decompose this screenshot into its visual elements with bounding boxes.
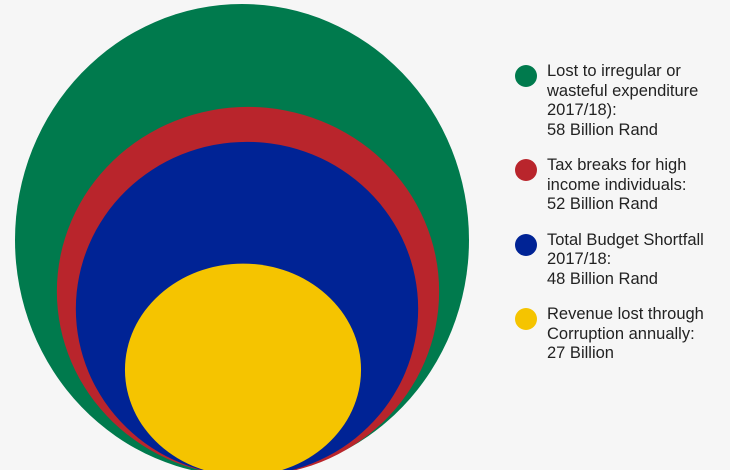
legend-label-line: wasteful expenditure bbox=[547, 81, 699, 100]
legend-label-line: Tax breaks for high bbox=[547, 156, 687, 174]
nested-bubble-chart bbox=[15, 4, 469, 470]
legend-item: Lost to irregular or wasteful expenditure… bbox=[515, 62, 727, 140]
legend-swatch bbox=[515, 308, 537, 330]
legend-label: Lost to irregular or wasteful expenditure… bbox=[547, 62, 727, 140]
legend-label: Revenue lost through Corruption annually:… bbox=[547, 305, 727, 364]
legend-label-line: Total Budget Shortfall bbox=[547, 230, 704, 249]
legend-item: Revenue lost through Corruption annually:… bbox=[515, 305, 727, 364]
legend-label-line: 2017/18: bbox=[547, 250, 612, 268]
legend-label-line: Lost to irregular or bbox=[547, 62, 681, 80]
legend-swatch bbox=[515, 233, 537, 256]
legend-label-line: income individuals: bbox=[547, 175, 687, 194]
legend-label: Total Budget Shortfall 2017/18: 48 Billion… bbox=[547, 231, 727, 290]
legend-item: Tax breaks for high income individuals: 52… bbox=[515, 156, 727, 215]
legend-label-line: 52 Billion Rand bbox=[547, 195, 658, 213]
legend-swatch bbox=[515, 159, 537, 181]
legend-label: Tax breaks for high income individuals: 52… bbox=[547, 156, 727, 215]
legend-item: Total Budget Shortfall 2017/18: 48 Billion… bbox=[515, 231, 727, 290]
legend-label-line: Corruption annually: bbox=[547, 324, 695, 343]
legend-label-line: 2017/18): bbox=[547, 101, 617, 119]
legend-label-line: 48 Billion Rand bbox=[547, 269, 658, 288]
legend-swatch bbox=[515, 65, 537, 87]
legend-label-line: 27 Billion bbox=[547, 344, 614, 362]
legend-label-line: Revenue lost through bbox=[547, 305, 704, 323]
legend-label-line: 58 Billion Rand bbox=[547, 120, 658, 139]
legend: Lost to irregular or wasteful expenditure… bbox=[515, 62, 727, 380]
bubble-4 bbox=[124, 263, 362, 470]
